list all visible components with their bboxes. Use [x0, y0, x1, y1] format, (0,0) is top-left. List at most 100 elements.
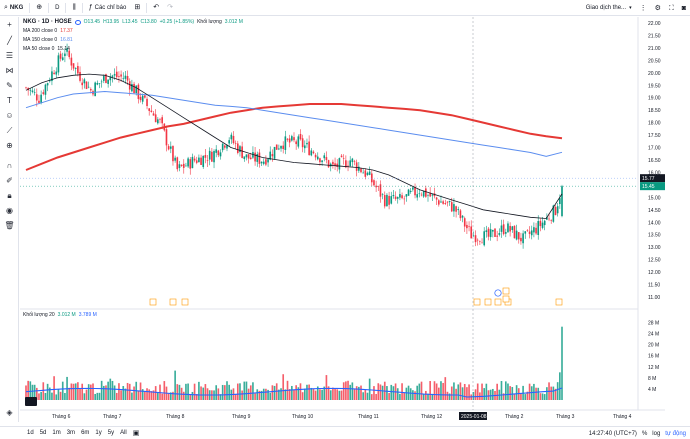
volume-bar — [537, 387, 540, 400]
volume-bar — [146, 388, 148, 400]
volume-bar — [57, 389, 60, 400]
percent-toggle[interactable]: % — [641, 430, 648, 437]
range-button[interactable]: 1d — [27, 430, 34, 436]
range-button[interactable]: 5y — [107, 430, 115, 436]
candle-body — [504, 232, 507, 234]
pattern-icon[interactable]: ⋈ — [5, 66, 14, 75]
trading-panel-button[interactable]: Giao dịch the... ▾ — [582, 0, 636, 16]
volume-bar — [174, 370, 176, 400]
candle-body — [418, 193, 421, 195]
fullscreen-button[interactable]: ⛶ — [665, 0, 678, 16]
candle-body — [325, 157, 328, 161]
lock-icon[interactable]: 🔒︎ — [7, 191, 12, 200]
volume-bar — [507, 383, 509, 400]
volume-bar — [193, 383, 196, 400]
fib-icon[interactable]: ☰ — [5, 51, 14, 60]
trash-icon[interactable]: 🗑︎ — [4, 221, 15, 230]
volume-bar — [226, 381, 228, 400]
candle-body — [31, 90, 34, 92]
range-button[interactable]: 6m — [81, 430, 90, 436]
volume-bar — [390, 384, 393, 400]
volume-legend[interactable]: Khối lượng 20 3.012 M 3.789 M — [23, 312, 97, 318]
candle-body — [494, 228, 496, 237]
candle-body — [299, 133, 302, 140]
candle-body — [347, 165, 349, 167]
volume-bar — [504, 381, 507, 400]
symbol-search[interactable]: ⌕ NKG — [0, 0, 27, 16]
indicators-button[interactable]: ƒ Các chỉ báo — [85, 0, 131, 16]
volume-bar — [427, 393, 429, 400]
eye-icon[interactable]: ◉ — [6, 206, 13, 215]
ma-legend-row[interactable]: MA 150 close 0 16.81 — [23, 36, 243, 45]
chart-area[interactable]: 22.00 21.50 21.00 20.50 20.00 19.50 19.00 18.50… — [20, 17, 665, 422]
ma-legend-row[interactable]: MA 200 close 0 17.37 — [23, 27, 243, 36]
range-button[interactable]: 1m — [52, 430, 61, 436]
volume-bar — [450, 386, 453, 400]
range-button[interactable]: All — [120, 430, 127, 436]
volume-bar — [316, 386, 319, 400]
range-button[interactable]: 5d — [39, 430, 47, 436]
settings-button[interactable]: ⚙ — [651, 0, 665, 16]
crosshair-icon[interactable]: + — [7, 20, 12, 29]
volume-tick-label: 8 M — [648, 376, 656, 382]
chart-type-button[interactable]: ⫼ — [68, 0, 79, 16]
redo-button[interactable]: ↷ — [163, 0, 177, 16]
layers-icon[interactable]: ◈ — [6, 408, 13, 417]
volume-bar — [269, 392, 272, 400]
candle-body — [446, 201, 449, 203]
ma-legend-row[interactable]: MA 50 close 0 15.14 — [23, 45, 243, 54]
candle-body — [38, 100, 40, 103]
clock-label: 14:27:40 (UTC+7) — [588, 430, 637, 437]
interval-button[interactable]: D — [51, 0, 63, 16]
volume-bar — [79, 388, 81, 400]
brush-icon[interactable]: ✎ — [6, 81, 13, 90]
volume-bar — [546, 387, 548, 400]
volume-bar — [483, 388, 486, 400]
more-button[interactable]: ⋮ — [636, 0, 651, 16]
log-toggle[interactable]: log — [652, 430, 661, 437]
candle-body — [182, 163, 185, 168]
price-tick-label: 19.50 — [648, 83, 661, 89]
undo-button[interactable]: ↶ — [149, 0, 163, 16]
volume-bar — [332, 387, 334, 400]
range-button[interactable]: 3m — [66, 430, 76, 436]
layouts-button[interactable]: ⊞ — [130, 0, 144, 16]
volume-bar — [481, 383, 483, 400]
volume-bar — [258, 390, 261, 400]
auto-toggle[interactable]: tự động — [665, 430, 686, 437]
zoom-in-icon[interactable]: ⊕ — [6, 141, 13, 150]
range-button[interactable]: 1y — [95, 430, 102, 436]
candle-body — [79, 71, 81, 81]
stay-drawing-icon[interactable]: ✐ — [6, 176, 13, 185]
candle-body — [126, 75, 129, 81]
goto-date-icon[interactable]: ▣ — [132, 429, 140, 437]
candle-body — [496, 235, 498, 237]
volume-bar — [224, 385, 226, 400]
search-icon: ⌕ — [4, 4, 8, 11]
volume-bar — [306, 384, 308, 400]
volume-bar — [375, 393, 377, 400]
text-icon[interactable]: T — [7, 96, 12, 105]
volume-bar — [414, 391, 416, 400]
trend-line-icon[interactable]: ╱ — [7, 36, 12, 45]
volume-bar — [520, 393, 522, 400]
compare-button[interactable]: ⊕ — [32, 0, 46, 16]
candle-body — [468, 226, 470, 227]
emoji-icon[interactable]: ☺ — [5, 111, 14, 120]
chart-canvas[interactable]: 22.00 21.50 21.00 20.50 20.00 19.50 19.00 18.50… — [20, 17, 665, 422]
ruler-icon[interactable]: ⟋ — [6, 126, 13, 135]
volume-bar — [409, 388, 412, 400]
candle-body — [381, 194, 384, 195]
volume-bar — [29, 381, 32, 400]
candle-body — [81, 82, 84, 86]
price-tick-label: 21.50 — [648, 33, 661, 39]
visibility-dot-icon[interactable] — [74, 20, 81, 25]
volume-bar — [215, 385, 218, 400]
magnet-icon[interactable]: ∩ — [6, 161, 13, 170]
candle-body — [176, 157, 179, 170]
volume-bar — [267, 389, 269, 400]
volume-bar — [561, 326, 563, 400]
volume-bar — [472, 392, 475, 400]
candle-body — [167, 146, 170, 150]
snapshot-button[interactable]: ◙ — [678, 0, 690, 16]
